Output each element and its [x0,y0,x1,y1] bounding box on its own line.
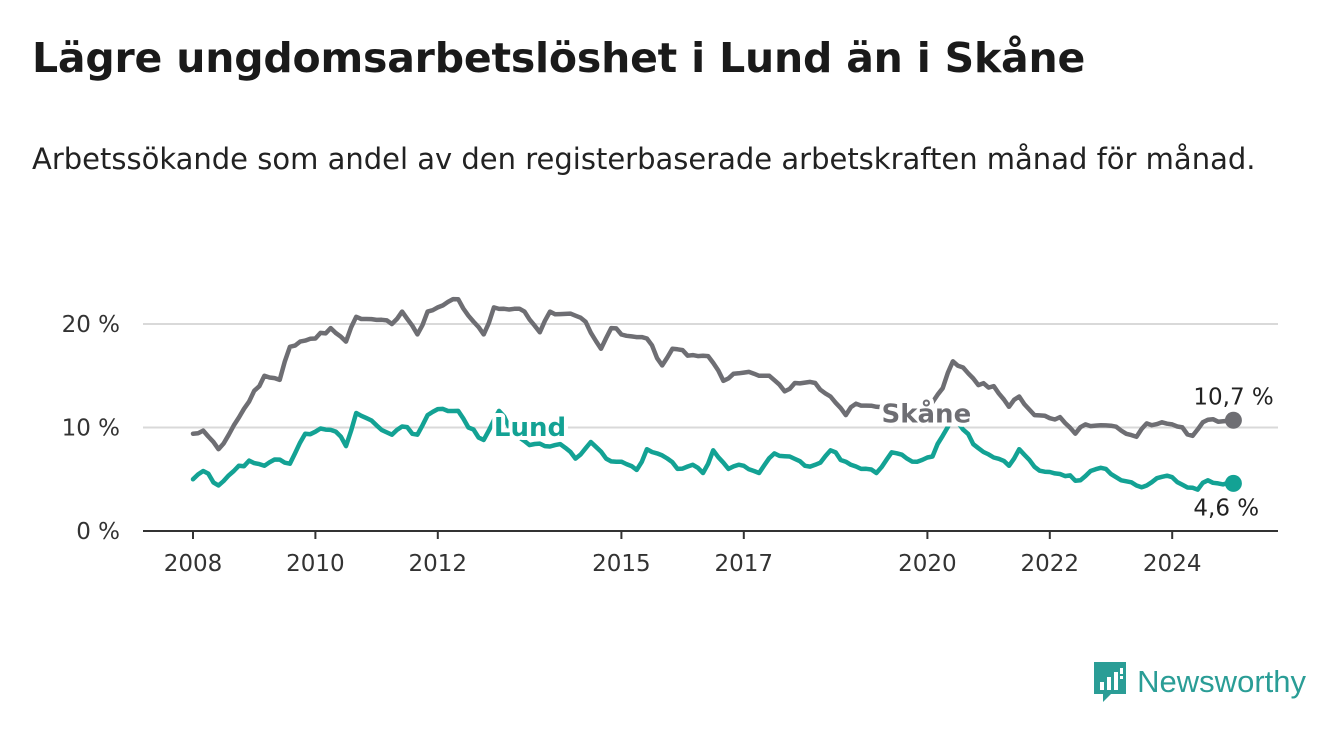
brand-name: Newsworthy [1137,664,1306,699]
series-line-lund [190,406,1236,492]
x-tick-label: 2012 [409,551,468,577]
series-end-marker [1224,474,1242,492]
page-title: Lägre ungdomsarbetslöshet i Lund än i Sk… [32,34,1086,82]
y-tick-label: 20 % [62,312,120,338]
x-tick-label: 2020 [898,551,957,577]
x-tick-label: 2008 [164,551,223,577]
series-label: Lund [494,413,566,443]
series-label: Skåne [882,397,972,429]
series-line-skne [190,296,1236,452]
x-tick-label: 2015 [592,551,651,577]
series-end-marker [1224,411,1242,429]
newsworthy-chart-icon [1094,662,1127,702]
y-tick-label: 0 % [76,519,120,545]
x-tick-label: 2022 [1021,551,1080,577]
series-end-label: 4,6 % [1193,495,1259,521]
page-subtitle: Arbetssökande som andel av den registerb… [32,142,1256,176]
x-tick-label: 2010 [286,551,345,577]
x-tick-label: 2024 [1143,551,1202,577]
y-tick-label: 10 % [62,416,120,442]
series-end-label: 10,7 % [1193,384,1273,410]
x-tick-label: 2017 [715,551,774,577]
newsworthy-logo: Newsworthy [1091,660,1306,704]
